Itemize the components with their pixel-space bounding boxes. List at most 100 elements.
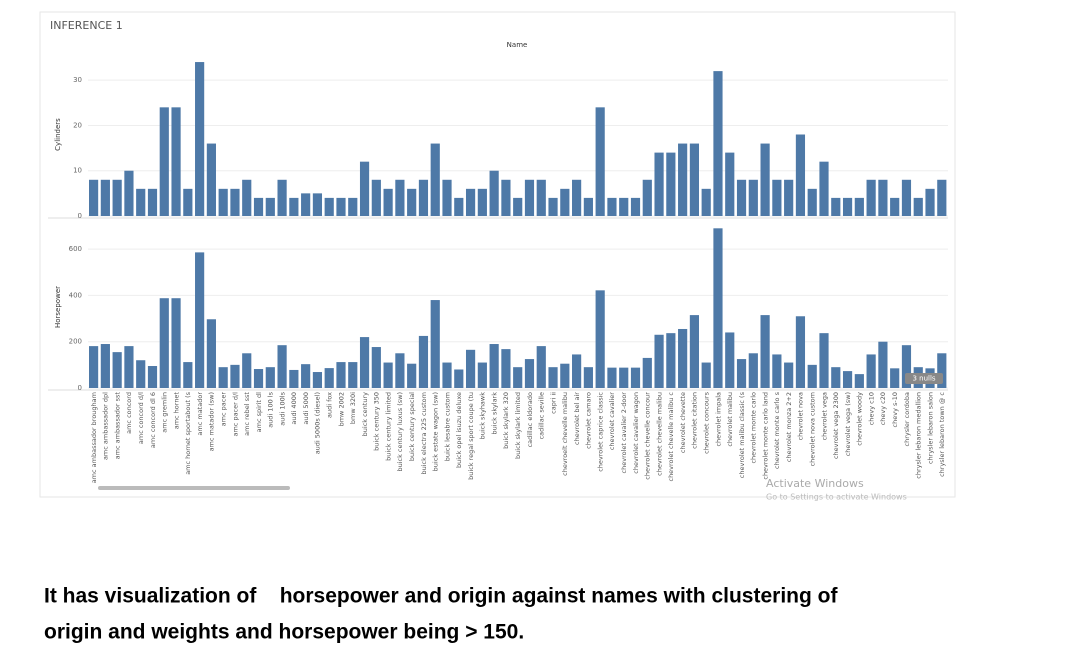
bar — [842, 371, 853, 388]
x-tick-label: buick opel isuzu deluxe — [455, 392, 463, 468]
x-tick-label: chevrolet chevelle malibu c — [667, 392, 675, 482]
bar — [218, 188, 228, 216]
x-tick-label: amc hornet — [172, 392, 180, 430]
bar — [324, 368, 334, 388]
bar — [548, 197, 558, 216]
null-indicator — [905, 373, 943, 384]
x-tick-label: chevrolet vega — [820, 392, 828, 440]
bar — [89, 179, 99, 216]
bar — [371, 179, 381, 216]
bar — [501, 179, 511, 216]
x-tick-label: chrysler lebaron town @ c — [938, 392, 946, 477]
bar — [925, 188, 935, 216]
bar — [230, 188, 240, 216]
bar — [795, 316, 806, 388]
x-tick-label: bmw 2002 — [337, 392, 345, 426]
x-tick-label: amc pacer d/l — [231, 392, 239, 437]
bar — [784, 179, 794, 216]
bar — [206, 143, 216, 216]
x-tick-label: buick estate wagon (sw) — [432, 392, 440, 471]
x-tick-label: audi fox — [326, 392, 334, 418]
y-axis-label: Horsepower — [54, 286, 62, 328]
bar — [242, 353, 252, 388]
bar — [289, 197, 299, 216]
bar — [524, 179, 535, 216]
bar — [489, 344, 499, 388]
x-tick-label: chevroelt chevelle malibu — [561, 392, 569, 476]
bar — [230, 364, 240, 388]
bar — [630, 367, 641, 388]
bar — [477, 188, 487, 216]
x-tick-label: chevrolet monza 2+2 — [785, 392, 793, 462]
x-tick-label: chevrolet malibu classic (s — [738, 391, 746, 478]
x-tick-label: chrysler lebaron salon — [926, 392, 934, 464]
bar — [619, 367, 629, 388]
bar — [418, 179, 429, 216]
bar — [854, 197, 864, 216]
bar — [807, 188, 817, 216]
bar — [195, 62, 205, 216]
bar — [819, 333, 829, 388]
bar — [642, 179, 652, 216]
y-tick-label: 200 — [69, 338, 82, 346]
bar — [807, 364, 817, 388]
bar — [890, 197, 900, 216]
x-tick-label: amc matador (sw) — [208, 392, 216, 451]
bar — [819, 161, 829, 216]
bar — [913, 197, 923, 216]
x-tick-label: chevrolet chevette — [679, 392, 687, 453]
y-tick-label: 0 — [78, 384, 82, 392]
y-tick-label: 10 — [73, 167, 82, 175]
x-tick-label: chevrolet vega (sw) — [844, 392, 852, 456]
dashboard-panel — [39, 11, 956, 498]
bar — [689, 143, 700, 216]
bar — [901, 179, 912, 216]
x-tick-label: buick skyhawk — [479, 392, 487, 440]
y-tick-label: 30 — [73, 76, 82, 84]
x-tick-label: chevrolet nova — [797, 392, 805, 440]
bar — [454, 369, 464, 388]
bar — [265, 367, 275, 388]
bar — [359, 337, 370, 388]
x-tick-label: amc gremlin — [161, 392, 169, 433]
bar — [842, 197, 853, 216]
x-tick-label: amc matador — [196, 392, 204, 436]
bar — [124, 346, 134, 388]
bar — [725, 152, 735, 216]
bar — [183, 362, 193, 388]
bar — [465, 188, 476, 216]
bar — [112, 352, 122, 388]
watermark-sub: Go to Settings to activate Windows — [766, 493, 907, 502]
x-tick-label: buick century luxus (sw) — [396, 392, 404, 472]
bar — [336, 362, 346, 388]
bar — [878, 179, 888, 216]
bar — [866, 354, 876, 388]
bar — [607, 197, 617, 216]
bar — [159, 298, 169, 388]
x-tick-label: buick lesabre custom — [443, 392, 451, 461]
scrollbar[interactable] — [98, 486, 290, 490]
x-tick-label: buick century special — [408, 392, 416, 461]
x-tick-label: audi 100ls — [278, 391, 286, 425]
x-tick-label: chevrolet monte carlo land — [761, 392, 769, 480]
bar — [277, 179, 287, 216]
x-tick-label: buick century — [361, 392, 369, 436]
bar — [560, 363, 570, 388]
bar — [407, 363, 417, 388]
bar — [513, 197, 523, 216]
bar — [772, 354, 782, 388]
bar — [595, 290, 605, 388]
x-tick-label: chevrolet camaro — [585, 392, 593, 449]
x-tick-label: amc rebel sst — [243, 392, 251, 436]
bar — [312, 372, 323, 388]
bar — [937, 353, 947, 388]
bar — [713, 228, 723, 388]
bar — [136, 188, 146, 216]
bar — [265, 197, 275, 216]
bar — [465, 349, 476, 388]
bar — [666, 333, 676, 388]
x-tick-label: buick skylark 320 — [502, 392, 510, 449]
x-tick-label: buick century limited — [384, 392, 392, 461]
bar — [583, 197, 593, 216]
